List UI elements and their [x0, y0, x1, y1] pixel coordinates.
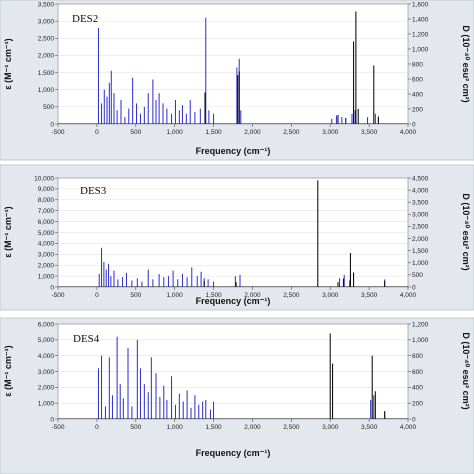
x-tick-label: 0 [95, 424, 99, 431]
y2-tick-label: 1,200 [412, 321, 429, 328]
y-tick-label: 9,000 [38, 186, 55, 193]
y-tick-label: 2,500 [38, 36, 55, 43]
y-tick-label: 5,000 [38, 230, 55, 237]
x-tick-label: 3,000 [322, 129, 339, 136]
spectrum-panel-des4: -500 0 500 1,000 1,500 2,000 2,500 3,000 3,500 4,… [0, 317, 474, 474]
y2-tick-label: 1,000 [412, 46, 429, 53]
x-tick-label: 2,000 [244, 292, 261, 299]
y2-tick-label: 800 [412, 353, 423, 360]
y2-tick-label: 4,500 [412, 175, 429, 182]
x-tick-label: 1,000 [167, 129, 184, 136]
y-axis-label: ε (M⁻¹ cm⁻¹) [3, 38, 13, 89]
y-tick-label: 1,000 [38, 87, 55, 94]
y-tick-label: 2,000 [38, 263, 55, 270]
x-tick-label: 4,000 [400, 424, 417, 431]
y-tick-label: 1,500 [38, 70, 55, 77]
y-tick-label: 8,000 [38, 197, 55, 204]
y-axis-label: ε (M⁻¹ cm⁻¹) [3, 345, 13, 396]
x-tick-label: 2,500 [283, 129, 300, 136]
x-tick-label: 2,000 [244, 424, 261, 431]
x-tick-label: 500 [130, 424, 141, 431]
y-tick-label: 0 [50, 121, 54, 128]
x-tick-label: 4,000 [400, 129, 417, 136]
y-tick-label: 0 [50, 284, 54, 291]
y-tick-label: 500 [43, 104, 54, 111]
x-tick-label: -500 [51, 129, 64, 136]
x-tick-label: 1,500 [205, 292, 222, 299]
y2-tick-label: 0 [412, 284, 416, 291]
panel-title: DES4 [73, 333, 100, 345]
y-tick-label: 3,000 [38, 252, 55, 259]
y2-tick-label: 200 [412, 106, 423, 113]
x-tick-label: 3,500 [361, 129, 378, 136]
y2-tick-label: 0 [412, 121, 416, 128]
x-tick-label: 3,500 [361, 424, 378, 431]
y-axis-label: ε (M⁻¹ cm⁻¹) [3, 206, 13, 257]
y-tick-label: 1,000 [38, 273, 55, 280]
y-tick-label: 4,000 [38, 241, 55, 248]
x-tick-label: 1,000 [167, 424, 184, 431]
x-axis-label: Frequency (cm⁻¹) [196, 448, 271, 458]
x-tick-label: 0 [95, 129, 99, 136]
x-tick-label: 2,500 [283, 292, 300, 299]
y2-tick-label: 600 [412, 369, 423, 376]
y2-tick-label: 600 [412, 76, 423, 83]
x-tick-label: 0 [95, 292, 99, 299]
y2-tick-label: 1,600 [412, 1, 429, 8]
y2-tick-label: 2,000 [412, 236, 429, 243]
y2-tick-label: 3,500 [412, 200, 429, 207]
y2-tick-label: 1,200 [412, 31, 429, 38]
y-tick-label: 5,000 [38, 337, 55, 344]
x-tick-label: 3,000 [322, 424, 339, 431]
y2-tick-label: 800 [412, 61, 423, 68]
y2-tick-label: 500 [412, 272, 423, 279]
y2-tick-label: 2,500 [412, 224, 429, 231]
panel-title: DES3 [80, 185, 107, 197]
y-tick-label: 2,000 [38, 385, 55, 392]
y2-tick-label: 1,400 [412, 16, 429, 23]
x-tick-label: 1,000 [167, 292, 184, 299]
x-tick-label: 4,000 [400, 292, 417, 299]
x-tick-label: -500 [51, 424, 64, 431]
y-tick-label: 3,000 [38, 369, 55, 376]
x-tick-label: 3,000 [322, 292, 339, 299]
y-tick-label: 7,000 [38, 208, 55, 215]
y-tick-label: 3,000 [38, 18, 55, 25]
x-tick-label: -500 [51, 292, 64, 299]
x-tick-label: 500 [130, 292, 141, 299]
y2-axis-label: D (10⁻⁴⁰ esu² cm²) [461, 25, 471, 102]
y2-tick-label: 4,000 [412, 187, 429, 194]
y2-tick-label: 400 [412, 91, 423, 98]
panel-title: DES2 [72, 13, 98, 25]
y2-tick-label: 1,000 [412, 260, 429, 267]
x-tick-label: 2,500 [283, 424, 300, 431]
x-axis-label: Frequency (cm⁻¹) [196, 146, 271, 156]
y2-tick-label: 1,000 [412, 337, 429, 344]
y2-tick-label: 1,500 [412, 248, 429, 255]
y2-tick-label: 400 [412, 385, 423, 392]
spectrum-panel-des2: -500 0 500 1,000 1,500 2,000 2,500 3,000 3,500 4,… [0, 0, 474, 161]
y-tick-label: 0 [50, 416, 54, 423]
y-tick-label: 10,000 [34, 175, 54, 182]
x-tick-label: 500 [130, 129, 141, 136]
y-tick-label: 6,000 [38, 219, 55, 226]
y2-tick-label: 3,000 [412, 212, 429, 219]
x-tick-label: 2,000 [244, 129, 261, 136]
x-axis-label: Frequency (cm⁻¹) [196, 296, 271, 306]
y-tick-label: 3,500 [38, 1, 55, 8]
spectrum-panel-des3: -500 0 500 1,000 1,500 2,000 2,500 3,000 3,500 4,… [0, 164, 474, 311]
y2-tick-label: 0 [412, 416, 416, 423]
y-tick-label: 4,000 [38, 353, 55, 360]
y2-tick-label: 200 [412, 400, 423, 407]
x-tick-label: 3,500 [361, 292, 378, 299]
y-tick-label: 2,000 [38, 53, 55, 60]
x-tick-label: 1,500 [205, 424, 222, 431]
y2-axis-label: D (10⁻⁴⁰ esu² cm²) [461, 193, 471, 270]
y-tick-label: 6,000 [38, 321, 55, 328]
y2-axis-label: D (10⁻⁴⁰ esu² cm²) [461, 332, 471, 409]
y-tick-label: 1,000 [38, 400, 55, 407]
x-tick-label: 1,500 [205, 129, 222, 136]
